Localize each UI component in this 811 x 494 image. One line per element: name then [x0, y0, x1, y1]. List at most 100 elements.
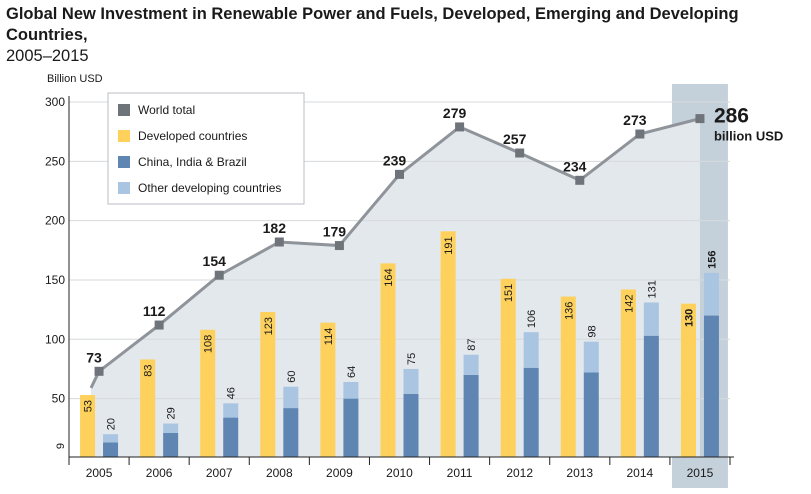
emerging-total-label: 87 — [466, 338, 478, 350]
developed-bar — [380, 263, 396, 457]
china-india-brazil-bar — [103, 442, 119, 457]
y-tick-label: 50 — [52, 392, 66, 406]
other-developing-bar — [343, 381, 359, 399]
legend-other-developing-swatch — [118, 182, 130, 194]
china-india-brazil-bar — [463, 374, 479, 457]
world-total-label: 273 — [623, 112, 647, 128]
emerging-total-label: 20 — [106, 418, 118, 430]
legend-world-total-label: World total — [138, 103, 195, 117]
developed-bar — [680, 303, 696, 457]
other-developing-bar — [163, 423, 179, 434]
x-tick-label: 2010 — [386, 466, 413, 480]
developed-bar — [140, 359, 156, 457]
x-tick-label: 2015 — [687, 466, 714, 480]
developed-value-label: 114 — [323, 328, 335, 346]
emerging-total-label: 64 — [346, 366, 358, 378]
world-total-marker — [635, 129, 645, 139]
y-tick-label: 250 — [45, 154, 65, 168]
world-total-label: 179 — [323, 224, 347, 240]
x-tick-label: 2013 — [566, 466, 593, 480]
world-total-label: 257 — [503, 131, 527, 147]
other-developing-bar — [403, 368, 419, 394]
world-total-marker — [515, 148, 525, 158]
world-total-label: 279 — [443, 105, 467, 121]
developed-value-label: 130 — [683, 309, 695, 327]
china-india-brazil-bar — [343, 398, 359, 457]
other-developing-bar — [643, 302, 659, 336]
developed-value-label: 142 — [623, 294, 635, 312]
legend-box — [107, 92, 305, 205]
world-total-label: 112 — [143, 303, 166, 319]
chart-title: Global New Investment in Renewable Power… — [6, 4, 811, 67]
developed-value-label: 123 — [263, 317, 275, 335]
developed-value-label: 136 — [563, 302, 575, 320]
world-total-marker — [334, 241, 344, 251]
developed-bar — [80, 395, 96, 457]
world-total-marker — [154, 320, 164, 330]
legend-china-india-brazil-label: China, India & Brazil — [138, 155, 247, 169]
legend-world-total-swatch — [118, 104, 130, 116]
x-tick-label: 2009 — [326, 466, 353, 480]
world-total-label: 234 — [563, 158, 587, 174]
developed-bar — [560, 296, 576, 457]
china-india-brazil-bar — [703, 315, 719, 457]
other-developing-bar — [223, 403, 239, 418]
developed-value-label: 83 — [143, 364, 155, 376]
developed-bar — [440, 231, 456, 457]
x-tick-label: 2005 — [86, 466, 113, 480]
x-tick-label: 2006 — [146, 466, 173, 480]
world-total-line — [89, 117, 701, 389]
other-developing-bar — [283, 386, 299, 409]
x-tick-label: 2011 — [447, 466, 473, 480]
world-total-marker — [274, 237, 284, 247]
china-india-brazil-bar — [643, 335, 659, 457]
world-total-label: 239 — [383, 152, 407, 168]
other-developing-bar — [703, 272, 719, 316]
emerging-total-label: 106 — [526, 310, 538, 328]
world-total-label: 182 — [263, 220, 287, 236]
world-total-label: 73 — [86, 349, 102, 365]
y-tick-label: 100 — [45, 332, 65, 346]
developed-bar — [260, 311, 276, 457]
developed-value-label: 53 — [83, 400, 95, 412]
world-total-marker — [214, 270, 224, 280]
world-total-marker — [395, 169, 404, 179]
china-india-brazil-bar — [223, 417, 239, 457]
legend-other-developing-label: Other developing countries — [138, 181, 281, 195]
china-india-brazil-bar — [403, 393, 419, 457]
legend-developed-countries-label: Developed countries — [138, 129, 247, 143]
developed-value-label: 164 — [383, 268, 395, 286]
world-total-marker — [695, 114, 705, 124]
other-developing-bar — [463, 354, 479, 375]
other-developing-bar — [583, 341, 599, 373]
y-axis-break-label: 9 — [55, 443, 67, 449]
emerging-total-label: 46 — [226, 387, 238, 399]
y-tick-label: 200 — [45, 214, 65, 228]
emerging-total-label: 29 — [166, 407, 178, 419]
world-total-marker — [94, 366, 104, 376]
world-total-marker — [455, 122, 465, 132]
emerging-total-label: 156 — [706, 250, 718, 268]
x-tick-label: 2007 — [206, 466, 233, 480]
legend-developed-countries-swatch — [118, 130, 130, 142]
emerging-total-label: 75 — [406, 353, 418, 365]
title-years: 2005–2015 — [6, 47, 89, 65]
y-tick-label: 300 — [45, 95, 65, 109]
world-total-final-value: 286 — [714, 105, 749, 128]
x-tick-label: 2012 — [506, 466, 533, 480]
x-tick-label: 2014 — [627, 466, 654, 480]
emerging-total-label: 60 — [286, 370, 298, 382]
world-total-marker — [575, 175, 585, 185]
x-tick-label: 2008 — [266, 466, 293, 480]
legend-china-india-brazil-swatch — [118, 156, 130, 168]
developed-bar — [200, 329, 216, 457]
other-developing-bar — [523, 332, 539, 368]
world-total-final-unit: billion USD — [714, 129, 783, 144]
developed-value-label: 151 — [503, 284, 515, 302]
developed-bar — [500, 278, 516, 457]
other-developing-bar — [103, 434, 119, 443]
emerging-total-label: 98 — [586, 325, 598, 337]
emerging-total-label: 131 — [646, 280, 658, 298]
china-india-brazil-bar — [163, 433, 179, 457]
